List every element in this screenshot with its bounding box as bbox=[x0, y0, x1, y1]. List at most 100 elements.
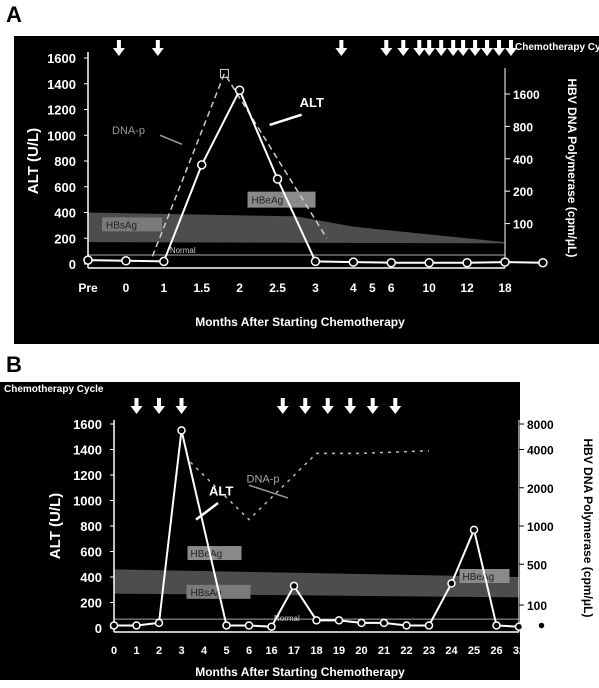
hbsag-box bbox=[102, 217, 162, 232]
x-tick-label: 18 bbox=[310, 645, 322, 657]
y-tick-label: 400 bbox=[80, 570, 102, 585]
x-tick-label: 32 bbox=[513, 645, 525, 657]
x-tick-label: 5 bbox=[369, 281, 376, 295]
y-tick-label: 1400 bbox=[47, 77, 76, 92]
y2-tick-label: 8000 bbox=[527, 418, 554, 432]
y2-tick-label: 100 bbox=[527, 599, 547, 613]
y2-axis-title: HBV DNA Polymerase (cpm/μL) bbox=[581, 439, 595, 618]
series-alt-point bbox=[386, 257, 397, 268]
alt-pointer bbox=[195, 502, 219, 521]
chemo-arrow bbox=[397, 40, 410, 56]
y-tick-label: 1600 bbox=[47, 51, 76, 66]
x-tick-label: 2.5 bbox=[269, 281, 286, 295]
chart-panel-b: HBsAgHBeAgHBeAgNormal0200400600800100012… bbox=[0, 382, 595, 680]
chart-panel-a: HBsAgHBeAgNormal020040060080010001200140… bbox=[14, 36, 599, 344]
y2-tick-label: 4000 bbox=[527, 444, 554, 458]
chemo-arrow bbox=[389, 398, 402, 414]
x-tick-label: 3 bbox=[312, 281, 319, 295]
chemo-arrow bbox=[276, 398, 289, 414]
plot-background bbox=[14, 36, 514, 344]
x-tick-label: 0 bbox=[123, 281, 130, 295]
y-tick-label: 1600 bbox=[73, 417, 102, 432]
y-axis-title: ALT (U/L) bbox=[25, 128, 42, 194]
chemo-arrow bbox=[413, 40, 426, 56]
x-tick-label: 1 bbox=[133, 645, 139, 657]
y-tick-label: 400 bbox=[54, 206, 76, 221]
series-alt-point bbox=[447, 579, 456, 588]
series-alt-point bbox=[132, 621, 141, 630]
y-tick-label: 800 bbox=[80, 519, 102, 534]
series-alt-point bbox=[424, 257, 434, 268]
y2-tick-label: 2000 bbox=[527, 482, 554, 496]
series-alt-point bbox=[196, 160, 207, 170]
chemo-arrow bbox=[321, 398, 334, 414]
series-alt-point bbox=[500, 257, 510, 267]
x-tick-label: 25 bbox=[468, 645, 480, 657]
y-axis-title: ALT (U/L) bbox=[47, 493, 64, 559]
chemo-arrow bbox=[493, 40, 505, 56]
chemo-arrow bbox=[505, 40, 517, 56]
x-tick-label: 4 bbox=[201, 645, 208, 657]
x-tick-label: 2 bbox=[156, 645, 162, 657]
x-tick-label: 16 bbox=[265, 645, 277, 657]
x-tick-label: 3 bbox=[178, 645, 184, 657]
hbsag-label: HBsAg bbox=[191, 588, 222, 599]
x-tick-label: 12 bbox=[460, 281, 474, 295]
series-alt-point bbox=[234, 85, 245, 95]
series-alt-point bbox=[109, 621, 119, 630]
chemo-arrow bbox=[299, 398, 312, 414]
series-alt-point bbox=[402, 621, 411, 630]
y2-tick-label: 1600 bbox=[513, 88, 540, 102]
chemo-arrow bbox=[112, 40, 125, 56]
series-alt-point bbox=[121, 256, 131, 266]
y-tick-label: 600 bbox=[54, 180, 76, 195]
hbeag-label-2: HBeAg bbox=[463, 572, 495, 583]
chemo-arrow bbox=[151, 40, 164, 56]
y2-tick-label: 100 bbox=[513, 218, 533, 232]
panel-b-label: B bbox=[6, 352, 22, 377]
chemo-arrow bbox=[175, 398, 188, 414]
series-dna-p-point bbox=[219, 68, 229, 78]
y2-tick-label: 800 bbox=[513, 120, 533, 134]
chemo-arrow bbox=[380, 40, 393, 56]
x-axis-title: Months After Starting Chemotherapy bbox=[195, 315, 405, 329]
y-tick-label: 0 bbox=[69, 257, 76, 272]
x-tick-label: 2 bbox=[236, 281, 243, 295]
chemo-arrow bbox=[366, 398, 379, 414]
y-tick-label: 200 bbox=[80, 596, 102, 611]
series-alt-point bbox=[244, 621, 254, 630]
y2-tick-label: 500 bbox=[527, 558, 547, 572]
y-tick-label: 1200 bbox=[73, 468, 102, 483]
x-tick-label: 4 bbox=[350, 281, 357, 295]
x-tick-label: 23 bbox=[423, 645, 435, 657]
chemo-arrow bbox=[335, 40, 348, 56]
series-dna-p-line bbox=[189, 450, 430, 521]
x-tick-label: 20 bbox=[355, 645, 367, 657]
x-axis-title: Months After Starting Chemotherapy bbox=[195, 665, 405, 679]
series-alt-point bbox=[310, 256, 321, 267]
series-alt-point bbox=[267, 622, 276, 631]
series-alt-point bbox=[537, 621, 546, 630]
chemo-arrow bbox=[344, 398, 357, 414]
series-alt-point bbox=[289, 581, 299, 591]
series-alt-point bbox=[154, 618, 164, 628]
x-tick-label: 22 bbox=[400, 645, 412, 657]
series-alt-point bbox=[348, 257, 359, 267]
hbeag-box bbox=[247, 191, 316, 208]
x-tick-label: 0 bbox=[111, 645, 117, 657]
chemo-arrow bbox=[435, 40, 448, 56]
series-alt-point bbox=[469, 525, 479, 535]
x-tick-label: 24 bbox=[445, 645, 458, 657]
y-tick-label: 0 bbox=[95, 621, 102, 636]
hbeag-label: HBeAg bbox=[252, 196, 284, 207]
chemo-arrow bbox=[153, 398, 165, 414]
chemo-label: Chemotherapy Cycle bbox=[515, 42, 599, 53]
plot-background bbox=[0, 382, 520, 680]
x-tick-label: 1 bbox=[160, 281, 167, 295]
series-alt-point bbox=[177, 426, 186, 435]
y-tick-label: 1000 bbox=[73, 494, 102, 509]
chemo-arrow bbox=[423, 40, 436, 56]
series-alt-point bbox=[83, 255, 93, 265]
dna-p-pointer bbox=[159, 134, 183, 145]
y-tick-label: 200 bbox=[54, 231, 76, 246]
